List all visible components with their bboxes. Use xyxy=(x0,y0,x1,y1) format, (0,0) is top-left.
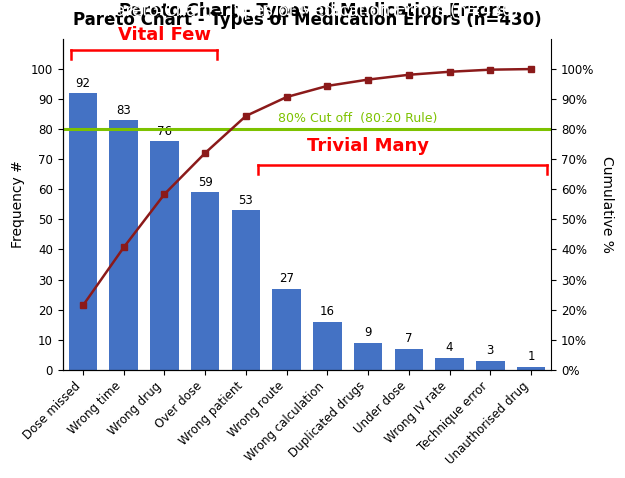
Text: Pareto Chart - Types of Medication Errors (n=430): Pareto Chart - Types of Medication Error… xyxy=(106,2,519,20)
Y-axis label: Frequency #: Frequency # xyxy=(11,161,25,248)
Text: Trivial Many: Trivial Many xyxy=(307,137,429,155)
Text: 27: 27 xyxy=(279,272,294,285)
Title: Pareto Chart - Types of Medication Errors (n=430): Pareto Chart - Types of Medication Error… xyxy=(72,11,541,29)
Text: 3: 3 xyxy=(487,344,494,357)
Text: 53: 53 xyxy=(239,194,253,207)
Text: Pareto Chart - Types of Medication Errors: Pareto Chart - Types of Medication Error… xyxy=(119,2,506,20)
Text: 1: 1 xyxy=(528,350,535,363)
Bar xyxy=(476,361,504,370)
Bar xyxy=(517,367,545,370)
Bar xyxy=(150,141,179,370)
Bar xyxy=(313,322,342,370)
Text: 76: 76 xyxy=(157,125,172,138)
Bar xyxy=(69,93,98,370)
Bar xyxy=(394,349,423,370)
Text: 92: 92 xyxy=(76,76,91,89)
Bar xyxy=(354,343,382,370)
Text: 83: 83 xyxy=(116,104,131,117)
Text: 4: 4 xyxy=(446,341,453,354)
Text: 59: 59 xyxy=(198,176,212,189)
Bar xyxy=(272,289,301,370)
Text: 80% Cut off  (80:20 Rule): 80% Cut off (80:20 Rule) xyxy=(279,112,438,125)
Text: 7: 7 xyxy=(405,332,412,345)
Y-axis label: Cumulative %: Cumulative % xyxy=(600,156,614,253)
Bar xyxy=(191,192,219,370)
Bar xyxy=(109,120,138,370)
Text: Vital Few: Vital Few xyxy=(118,25,211,43)
Bar xyxy=(232,210,260,370)
Bar xyxy=(435,358,464,370)
Text: 16: 16 xyxy=(320,305,335,318)
Text: 9: 9 xyxy=(364,326,372,339)
